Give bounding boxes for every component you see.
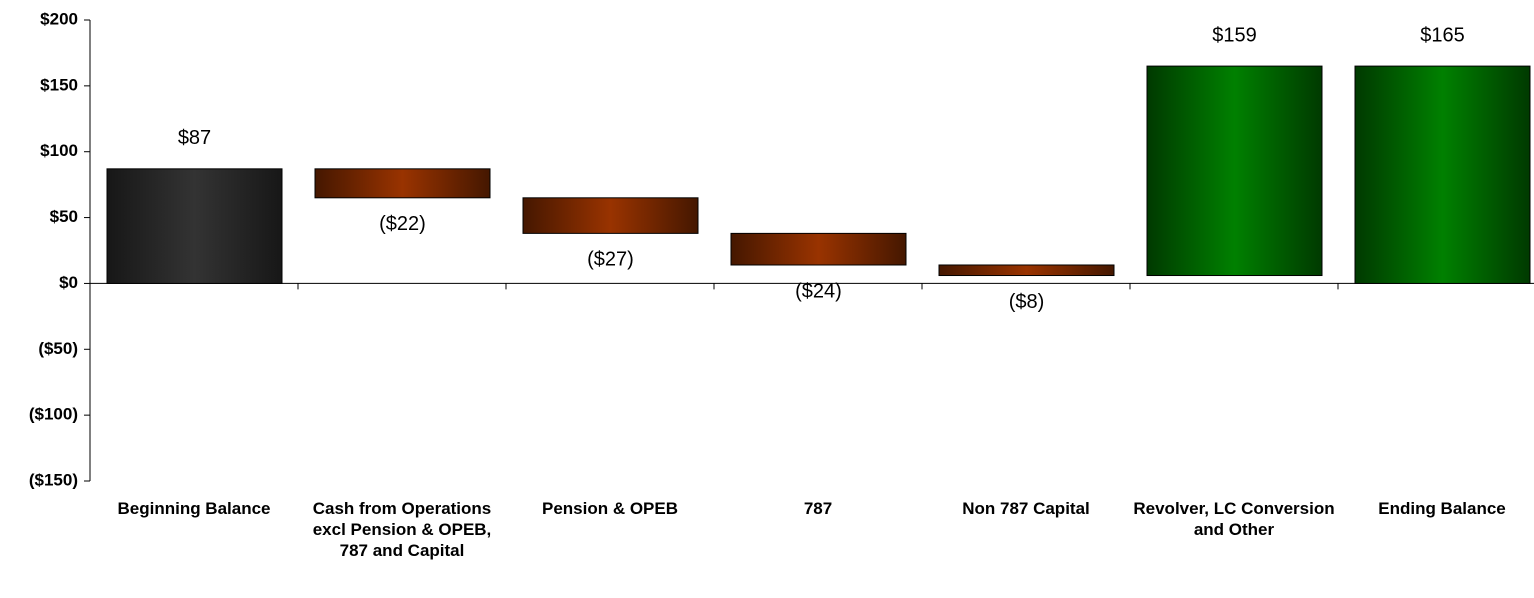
- bar-shade: [939, 264, 1114, 276]
- y-tick-label: $150: [40, 75, 78, 94]
- x-tick-label: 787: [803, 499, 833, 518]
- bar-shade: [1147, 66, 1322, 276]
- value-label: ($24): [795, 280, 842, 302]
- y-tick-label: ($150): [29, 470, 78, 489]
- bar-shade: [1355, 66, 1530, 284]
- bar-shade: [107, 168, 282, 284]
- bar-shade: [731, 233, 906, 265]
- y-tick-label: $50: [50, 207, 78, 226]
- x-tick-label: Beginning Balance: [117, 499, 271, 518]
- value-label: $165: [1420, 24, 1465, 46]
- value-label: ($8): [1009, 291, 1045, 313]
- value-label: ($27): [587, 249, 634, 271]
- value-label: $159: [1212, 24, 1257, 46]
- bar-shade: [315, 168, 490, 198]
- bar-shade: [523, 197, 698, 234]
- value-label: $87: [178, 127, 211, 149]
- x-tick-label: Revolver, LC Conversion and Other: [1133, 499, 1335, 539]
- x-tick-label: Pension & OPEB: [541, 499, 679, 518]
- x-tick-label: Non 787 Capital: [962, 499, 1090, 518]
- y-tick-label: $0: [59, 273, 78, 292]
- x-tick-label: Cash from Operations excl Pension & OPEB…: [312, 499, 492, 560]
- x-tick-label: Ending Balance: [1378, 499, 1506, 518]
- y-tick-label: $100: [40, 141, 78, 160]
- value-label: ($22): [379, 213, 426, 235]
- y-tick-label: ($100): [29, 405, 78, 424]
- y-tick-label: $200: [40, 9, 78, 28]
- y-tick-label: ($50): [38, 339, 78, 358]
